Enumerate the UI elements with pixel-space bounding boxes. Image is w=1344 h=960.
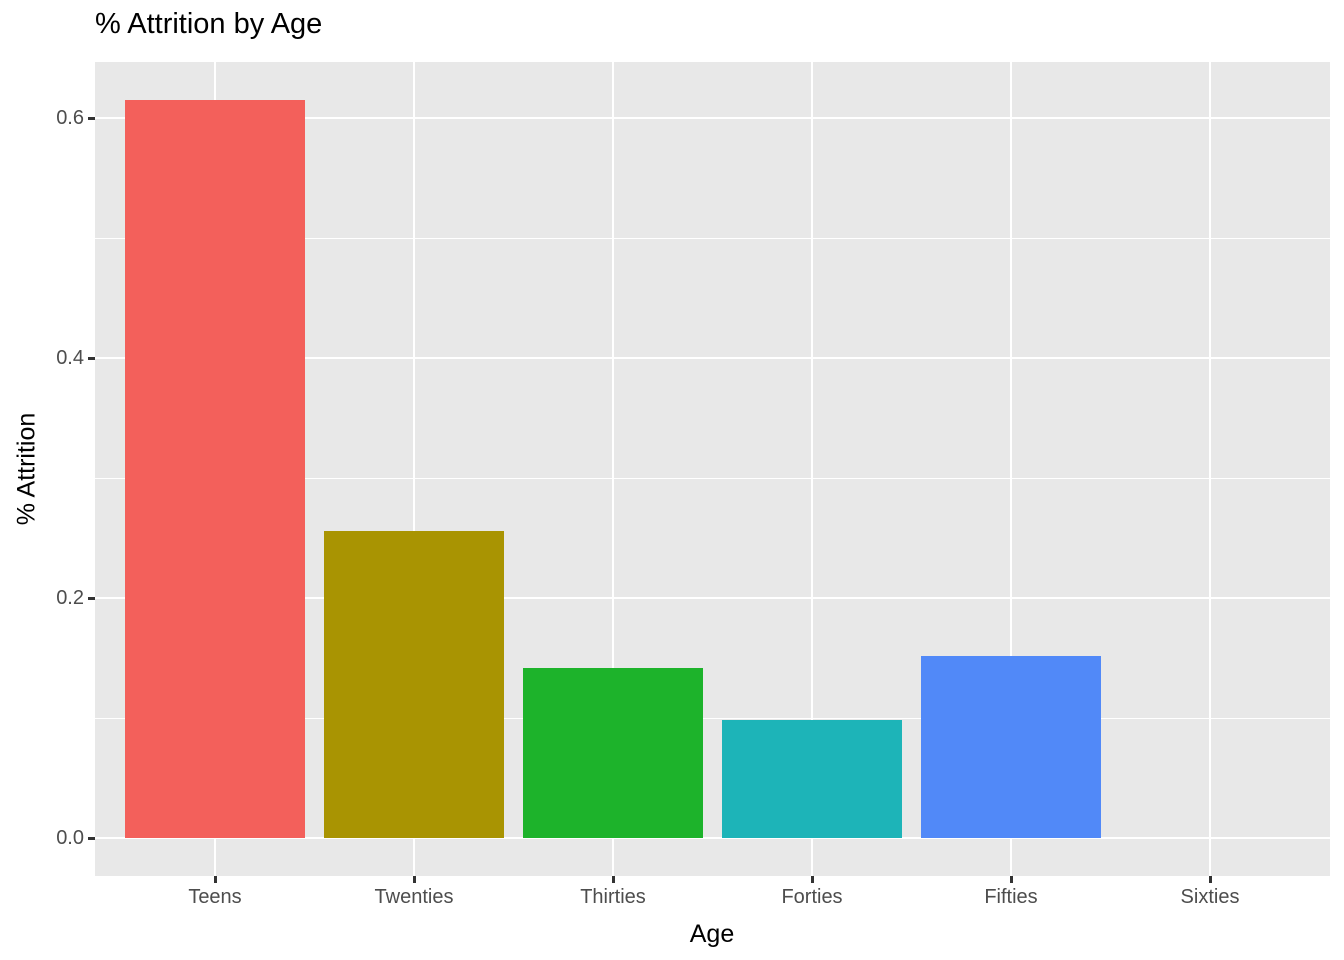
bar-twenties — [324, 530, 504, 838]
gridline-major-0.4 — [95, 357, 1330, 359]
gridline-major-0.6 — [95, 117, 1330, 119]
gridline-vertical-thirties — [612, 62, 614, 876]
y-tick-mark-0.2 — [88, 597, 95, 600]
gridline-minor-0.5 — [95, 238, 1330, 239]
gridline-major-0.2 — [95, 597, 1330, 599]
plot-panel — [95, 62, 1330, 876]
x-axis-title: Age — [689, 920, 735, 948]
gridline-vertical-twenties — [413, 62, 415, 876]
y-tick-label-0.4: 0.4 — [56, 347, 84, 369]
x-tick-label-thirties: Thirties — [580, 886, 646, 908]
y-tick-label-0.6: 0.6 — [56, 107, 84, 129]
gridline-minor-0.1 — [95, 718, 1330, 719]
gridline-vertical-forties — [811, 62, 813, 876]
x-tick-label-twenties: Twenties — [374, 886, 454, 908]
gridline-minor-0.3 — [95, 478, 1330, 479]
x-tick-mark-forties — [811, 876, 814, 883]
x-tick-mark-teens — [214, 876, 217, 883]
x-tick-label-teens: Teens — [188, 886, 242, 908]
bar-teens — [125, 100, 305, 838]
y-axis-title: % Attrition — [12, 412, 41, 526]
x-tick-mark-sixties — [1209, 876, 1212, 883]
bar-thirties — [523, 667, 703, 838]
y-tick-label-0: 0.0 — [56, 827, 84, 849]
x-tick-label-sixties: Sixties — [1180, 886, 1240, 908]
y-tick-mark-0 — [88, 837, 95, 840]
y-tick-mark-0.6 — [88, 117, 95, 120]
gridline-vertical-sixties — [1209, 62, 1211, 876]
y-tick-mark-0.4 — [88, 357, 95, 360]
gridline-major-0 — [95, 837, 1330, 839]
x-tick-label-forties: Forties — [781, 886, 843, 908]
x-tick-mark-twenties — [413, 876, 416, 883]
bar-forties — [722, 720, 902, 838]
bar-fifties — [921, 655, 1101, 838]
chart-title: % Attrition by Age — [95, 8, 323, 40]
x-tick-mark-fifties — [1010, 876, 1013, 883]
y-tick-label-0.2: 0.2 — [56, 587, 84, 609]
gridline-vertical-fifties — [1010, 62, 1012, 876]
x-tick-label-fifties: Fifties — [984, 886, 1038, 908]
x-tick-mark-thirties — [612, 876, 615, 883]
